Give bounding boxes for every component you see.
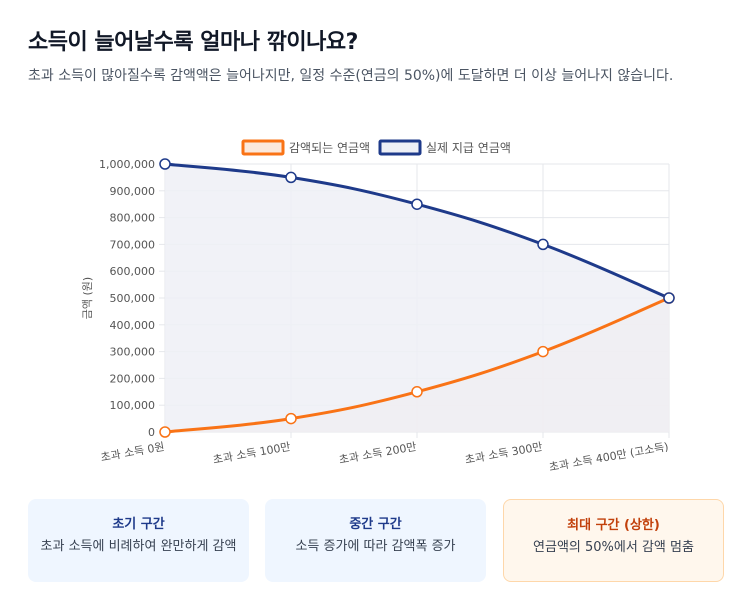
- line-chart: 감액되는 연금액 실제 지급 연금액 0 100,000 200,000 300,00…: [81, 139, 675, 474]
- y-tick-label: 0: [148, 426, 155, 439]
- card-description: 초과 소득에 비례하여 완만하게 감액: [40, 539, 237, 554]
- data-point: [663, 292, 675, 304]
- y-tick-label: 300,000: [110, 346, 156, 359]
- y-tick-label: 500,000: [110, 292, 156, 305]
- card-title: 초기 구간: [112, 517, 165, 532]
- x-tick-label: 초과 소득 400만 (고소득): [548, 440, 669, 474]
- x-tick-label: 초과 소득 0원: [100, 440, 166, 464]
- data-point: [159, 426, 171, 438]
- page-subtitle: 초과 소득이 많아질수록 감액액은 늘어나지만, 일정 수준(연금의 50%)에…: [28, 68, 674, 84]
- y-tick-label: 800,000: [110, 212, 156, 225]
- legend-item-payout[interactable]: 실제 지급 연금액: [378, 139, 511, 156]
- card-title: 최대 구간 (상한): [567, 518, 660, 533]
- data-point: [411, 198, 423, 210]
- y-tick-label: 900,000: [110, 185, 156, 198]
- card-middle-stage: 중간 구간 소득 증가에 따라 감액폭 증가: [265, 499, 486, 582]
- legend-label-payout: 실제 지급 연금액: [426, 141, 511, 155]
- card-description: 연금액의 50%에서 감액 멈춤: [533, 540, 694, 555]
- y-axis: 0 100,000 200,000 300,000 400,000 500,000 600,…: [99, 158, 155, 439]
- chart-areas: [165, 164, 669, 432]
- y-tick-label: 700,000: [110, 238, 156, 251]
- chart-points: [159, 158, 675, 438]
- legend-label-reduction: 감액되는 연금액: [289, 141, 370, 155]
- chart-legend[interactable]: 감액되는 연금액 실제 지급 연금액: [241, 139, 511, 156]
- card-max-stage: 최대 구간 (상한) 연금액의 50%에서 감액 멈춤: [503, 499, 724, 582]
- card-title: 중간 구간: [349, 517, 402, 532]
- y-axis-title: 금액 (원): [81, 277, 94, 319]
- y-tick-label: 400,000: [110, 319, 156, 332]
- page-title: 소득이 늘어날수록 얼마나 깎이나요?: [28, 30, 358, 55]
- y-tick-label: 200,000: [110, 372, 156, 385]
- x-tick-label: 초과 소득 100만: [212, 440, 292, 466]
- data-point: [411, 386, 423, 398]
- summary-cards: 초기 구간 초과 소득에 비례하여 완만하게 감액 중간 구간 소득 증가에 따…: [28, 499, 724, 582]
- x-tick-label: 초과 소득 200만: [338, 440, 418, 466]
- y-tick-label: 1,000,000: [99, 158, 155, 171]
- legend-swatch-payout: [378, 139, 422, 156]
- data-point: [537, 345, 549, 358]
- card-description: 소득 증가에 따라 감액폭 증가: [295, 539, 456, 554]
- series-area-1: [165, 164, 669, 432]
- card-initial-stage: 초기 구간 초과 소득에 비례하여 완만하게 감액: [28, 499, 249, 582]
- y-tick-label: 600,000: [110, 265, 156, 278]
- x-axis: 초과 소득 0원 초과 소득 100만 초과 소득 200만 초과 소득 300만 초과…: [100, 440, 670, 474]
- data-point: [537, 238, 549, 251]
- y-tick-label: 100,000: [110, 399, 156, 412]
- data-point: [285, 171, 297, 184]
- legend-swatch-reduction: [241, 139, 285, 156]
- data-point: [159, 158, 171, 170]
- data-point: [285, 412, 297, 425]
- legend-item-reduction[interactable]: 감액되는 연금액: [241, 139, 370, 156]
- x-tick-label: 초과 소득 300만: [464, 440, 544, 466]
